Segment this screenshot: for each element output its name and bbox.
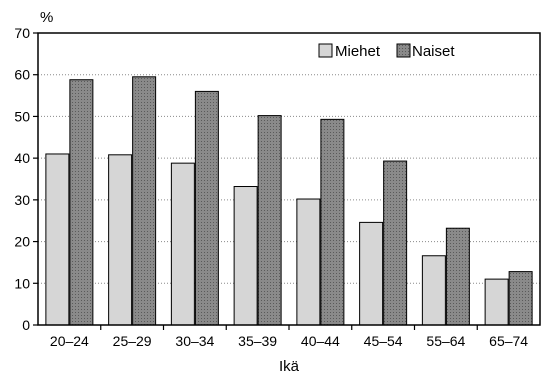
x-tick-label: 35–39 <box>238 333 277 349</box>
y-tick-label: 70 <box>14 25 30 41</box>
legend-label-naiset: Naiset <box>412 43 455 60</box>
x-tick-label: 45–54 <box>364 333 403 349</box>
bar-naiset <box>383 160 408 326</box>
bar-naiset <box>194 90 219 326</box>
bar-miehet <box>108 154 133 326</box>
bar-miehet <box>421 255 446 326</box>
bar-naiset <box>257 115 282 326</box>
x-tick-label: 30–34 <box>175 333 214 349</box>
bar-naiset <box>508 271 533 326</box>
x-tick-label: 20–24 <box>50 333 89 349</box>
legend: Miehet Naiset <box>318 43 455 60</box>
y-tick-label: 60 <box>14 67 30 83</box>
bar-miehet <box>296 198 321 326</box>
bars <box>45 76 533 326</box>
x-axis-label: Ikä <box>279 358 300 375</box>
y-tick-label: 30 <box>14 192 30 208</box>
legend-swatch-naiset <box>396 43 411 58</box>
x-tick-label: 25–29 <box>113 333 152 349</box>
bar-miehet <box>484 278 509 326</box>
bar-naiset <box>69 79 94 326</box>
bar-miehet <box>170 162 195 326</box>
legend-swatch-miehet <box>318 43 333 58</box>
bar-miehet <box>45 153 70 326</box>
legend-label-miehet: Miehet <box>335 43 381 60</box>
y-tick-label: 40 <box>14 150 30 166</box>
x-tick-label: 55–64 <box>426 333 465 349</box>
bar-naiset <box>445 227 470 326</box>
y-tick-label: 10 <box>14 275 30 291</box>
bar-miehet <box>359 221 384 326</box>
x-tick-label: 40–44 <box>301 333 340 349</box>
bar-naiset <box>132 76 157 326</box>
x-tick-label: 65–74 <box>489 333 528 349</box>
bar-miehet <box>233 186 258 326</box>
bar-naiset <box>320 118 345 326</box>
y-axis-label: % <box>40 9 53 26</box>
y-tick-label: 20 <box>14 234 30 250</box>
y-tick-label: 0 <box>22 317 30 333</box>
y-tick-label: 50 <box>14 108 30 124</box>
axis-ticks: 0 10 20 30 40 50 60 70 20–24 25–29 30–34 35–39 40–44… <box>14 25 528 349</box>
